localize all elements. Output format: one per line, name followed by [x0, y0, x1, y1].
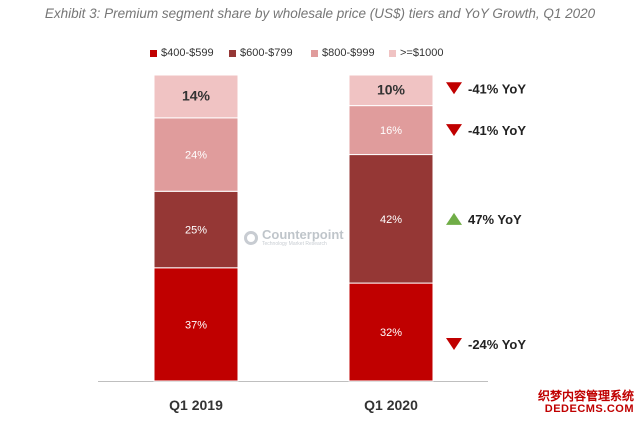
down-arrow-icon: [446, 338, 462, 351]
bar-segment: [153, 190, 239, 269]
down-arrow-icon: [446, 82, 462, 95]
down-arrow-icon: [446, 124, 462, 137]
yoy-annotation: 47% YoY: [468, 212, 522, 227]
chart-title: Exhibit 3: Premium segment share by whol…: [44, 6, 596, 21]
legend-item: $600-$799: [229, 47, 293, 59]
corner-watermark-line1: 织梦内容管理系统: [537, 389, 634, 403]
data-label: 32%: [380, 327, 402, 339]
legend-swatch: [311, 49, 318, 57]
yoy-annotation: -41% YoY: [468, 81, 526, 96]
corner-watermark: 织梦内容管理系统 DEDECMS.COM: [530, 389, 634, 422]
watermark-name: Counterpoint: [262, 227, 344, 242]
bar-segment: [153, 117, 239, 192]
data-label: 10%: [377, 81, 406, 97]
bar-segment: [153, 74, 239, 119]
legend-label: $600-$799: [240, 47, 293, 59]
yoy-annotation: -24% YoY: [468, 337, 526, 352]
data-label: 42%: [380, 214, 402, 226]
data-label: 16%: [380, 125, 402, 137]
category-label: Q1 2020: [364, 397, 418, 413]
legend-item: $400-$599: [150, 47, 214, 59]
watermark-subtitle: Technology Market Research: [262, 241, 327, 247]
legend-swatch: [150, 49, 157, 57]
bar-segment: [348, 105, 434, 156]
legend-item: $800-$999: [311, 47, 375, 59]
counterpoint-watermark: Counterpoint Technology Market Research: [244, 228, 344, 247]
legend-swatch: [389, 49, 396, 57]
legend-swatch: [229, 49, 236, 57]
legend-label: $400-$599: [161, 47, 214, 59]
category-label: Q1 2019: [169, 397, 223, 413]
corner-watermark-line2: DEDECMS.COM: [544, 403, 634, 416]
data-label: 37%: [185, 319, 207, 331]
chart-legend: $400-$599 $600-$799 $800-$999 >=$1000: [0, 47, 640, 65]
data-label: 25%: [185, 225, 207, 237]
bar-segment: [153, 267, 239, 382]
legend-label: >=$1000: [400, 47, 444, 59]
bar-segment: [348, 282, 434, 382]
counterpoint-logo-icon: [244, 230, 258, 245]
up-arrow-icon: [446, 212, 462, 225]
data-label: 14%: [182, 87, 211, 103]
yoy-annotation: -41% YoY: [468, 123, 526, 138]
data-label: 24%: [185, 150, 207, 162]
bar-segment: [348, 154, 434, 284]
bar-segment: [348, 74, 434, 107]
legend-label: $800-$999: [322, 47, 375, 59]
legend-item: >=$1000: [389, 47, 443, 59]
